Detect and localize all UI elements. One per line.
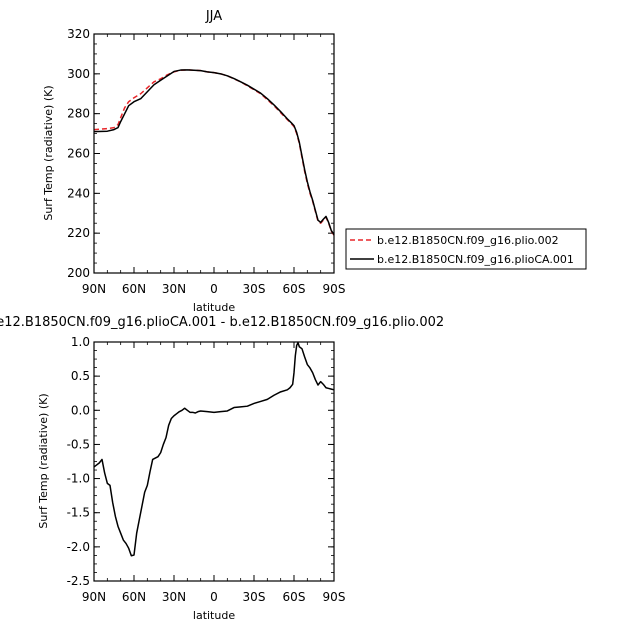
top-x-tick-label: 0 xyxy=(210,282,218,296)
top-y-tick-label: 280 xyxy=(67,107,90,121)
bottom-panel-marks: 90N 60N 30N 0 30S 60S 90S -2.5 -2.0 -1.5 -1.0 -0.5 0… xyxy=(67,335,346,604)
top-y-tick-label: 260 xyxy=(67,147,90,161)
bottom-series-line-0 xyxy=(93,341,335,557)
top-x-tick-label: 60S xyxy=(283,282,306,296)
top-y-tick-label: 220 xyxy=(67,226,90,240)
bottom-y-tick-label: -2.5 xyxy=(67,574,90,588)
legend-box xyxy=(345,228,587,270)
top-x-tick-label: 60N xyxy=(122,282,146,296)
top-panel-xlabel: latitude xyxy=(193,301,235,314)
top-panel-ylabel: Surf Temp (radiative) (K) xyxy=(42,85,55,220)
top-x-tick-label: 30S xyxy=(243,282,266,296)
bottom-y-tick-label: 0.5 xyxy=(71,369,90,383)
top-x-tick-label: 90N xyxy=(82,282,106,296)
top-y-tick-label: 200 xyxy=(67,266,90,280)
bottom-y-tick-label: 1.0 xyxy=(71,335,90,349)
bottom-panel-frame xyxy=(93,341,335,582)
bottom-x-tick-label: 90S xyxy=(323,590,346,604)
bottom-panel-title: b.e12.B1850CN.f09_g16.plioCA.001 - b.e12… xyxy=(0,315,444,330)
top-x-tick-label: 30N xyxy=(162,282,186,296)
bottom-y-tick-label: -1.5 xyxy=(67,506,90,520)
top-panel-marks: 90N 60N 30N 0 30S 60S 90S 200 220 240 260 280 300 320 xyxy=(67,27,345,296)
top-panel: JJA 90N 60N 30N 0 30S 60S 90S 200 220 240 260 280 30… xyxy=(42,9,345,314)
legend-label-plio: b.e12.B1850CN.f09_g16.plio.002 xyxy=(377,234,559,247)
bottom-x-tick-label: 60N xyxy=(122,590,146,604)
top-x-tick-label: 90S xyxy=(323,282,346,296)
top-panel-title: JJA xyxy=(205,9,222,24)
bottom-x-tick-label: 0 xyxy=(210,590,218,604)
bottom-y-tick-label: -2.0 xyxy=(67,540,90,554)
bottom-x-tick-label: 60S xyxy=(283,590,306,604)
bottom-x-tick-label: 30S xyxy=(243,590,266,604)
top-series-line-1 xyxy=(93,69,335,235)
top-y-tick-label: 240 xyxy=(67,186,90,200)
legend-label-plioca: b.e12.B1850CN.f09_g16.plioCA.001 xyxy=(377,253,574,266)
top-y-tick-label: 320 xyxy=(67,27,90,41)
bottom-y-tick-label: -0.5 xyxy=(67,437,90,451)
bottom-panel-ylabel: Surf Temp (radiative) (K) xyxy=(37,393,50,528)
bottom-panel: b.e12.B1850CN.f09_g16.plioCA.001 - b.e12… xyxy=(0,315,444,622)
bottom-y-tick-label: 0.0 xyxy=(71,403,90,417)
bottom-x-tick-label: 30N xyxy=(162,590,186,604)
bottom-panel-xlabel: latitude xyxy=(193,609,235,622)
top-y-tick-label: 300 xyxy=(67,67,90,81)
bottom-x-tick-label: 90N xyxy=(82,590,106,604)
legend: b.e12.B1850CN.f09_g16.plio.002 b.e12.B18… xyxy=(345,228,587,270)
top-panel-frame xyxy=(93,33,335,274)
bottom-y-tick-label: -1.0 xyxy=(67,472,90,486)
